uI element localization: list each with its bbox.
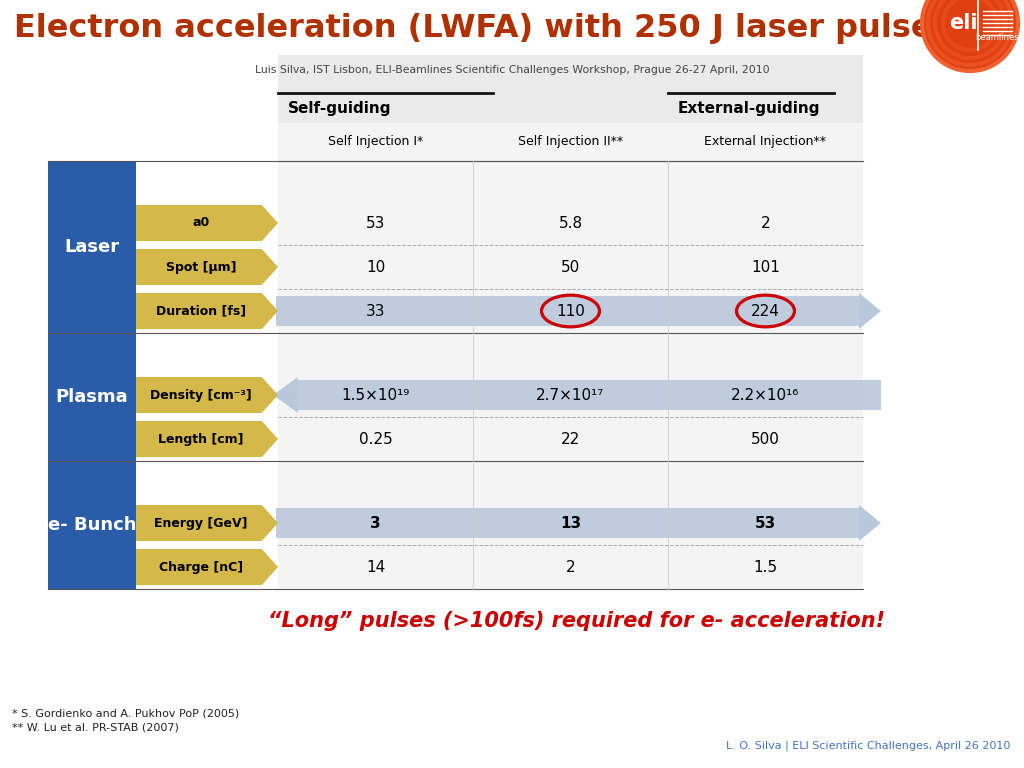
Text: 50: 50 (561, 260, 581, 274)
Text: External-guiding: External-guiding (678, 101, 820, 115)
Polygon shape (136, 293, 278, 329)
Bar (278, 93, 863, 589)
Text: 2.7×10¹⁷: 2.7×10¹⁷ (537, 388, 605, 402)
Text: Energy [GeV]: Energy [GeV] (155, 517, 248, 529)
Text: Density [cm⁻³]: Density [cm⁻³] (151, 389, 252, 402)
Text: 2: 2 (761, 216, 770, 230)
Text: 101: 101 (751, 260, 780, 274)
Text: 0.25: 0.25 (358, 432, 392, 446)
Text: Charge [nC]: Charge [nC] (159, 561, 243, 574)
Text: 14: 14 (366, 560, 385, 574)
Text: 10: 10 (366, 260, 385, 274)
Text: ELI: ELI (342, 190, 858, 486)
Text: Duration [fs]: Duration [fs] (156, 304, 246, 317)
Text: eli: eli (949, 13, 977, 33)
Text: “Long” pulses (>100fs) required for e- acceleration!: “Long” pulses (>100fs) required for e- a… (268, 611, 885, 631)
Text: Self Injection I*: Self Injection I* (328, 135, 423, 148)
Text: Length [cm]: Length [cm] (159, 432, 244, 445)
Text: * S. Gordienko and A. Pukhov PoP (2005): * S. Gordienko and A. Pukhov PoP (2005) (12, 708, 240, 718)
Text: Self-guiding: Self-guiding (288, 101, 391, 115)
Polygon shape (136, 377, 278, 413)
Bar (668, 55, 863, 123)
Text: ** W. Lu et al. PR-STAB (2007): ** W. Lu et al. PR-STAB (2007) (12, 723, 179, 733)
Polygon shape (859, 505, 881, 541)
Polygon shape (136, 505, 278, 541)
Text: External Injection**: External Injection** (705, 135, 826, 148)
Text: Self Injection II**: Self Injection II** (518, 135, 623, 148)
Text: Luis Silva, IST Lisbon, ELI-Beamlines Scientific Challenges Workshop, Prague 26-: Luis Silva, IST Lisbon, ELI-Beamlines Sc… (255, 65, 769, 75)
Text: Electron acceleration (LWFA) with 250 J laser pulses: Electron acceleration (LWFA) with 250 J … (14, 14, 951, 45)
Text: 53: 53 (366, 216, 385, 230)
Text: 2: 2 (565, 560, 575, 574)
Circle shape (922, 0, 1018, 71)
Polygon shape (136, 249, 278, 285)
Text: 5.8: 5.8 (558, 216, 583, 230)
Polygon shape (273, 377, 298, 413)
Text: Laser: Laser (65, 238, 120, 256)
Polygon shape (136, 421, 278, 457)
Text: beamlines: beamlines (975, 32, 1019, 41)
Bar (276, 508, 859, 538)
Bar (48, 161, 136, 333)
Text: 110: 110 (556, 303, 585, 319)
Polygon shape (136, 549, 278, 585)
Text: 224: 224 (751, 303, 780, 319)
Text: Plasma: Plasma (55, 388, 128, 406)
Text: 33: 33 (366, 303, 385, 319)
Bar (0, 0, 1024, 58)
Text: 22: 22 (561, 432, 581, 446)
Polygon shape (859, 293, 881, 329)
Bar (298, 380, 881, 410)
Text: 1.5×10¹⁹: 1.5×10¹⁹ (341, 388, 410, 402)
Text: L. O. Silva | ELI Scientific Challenges, April 26 2010: L. O. Silva | ELI Scientific Challenges,… (726, 741, 1010, 751)
Polygon shape (136, 205, 278, 241)
Bar (278, 55, 668, 123)
Text: 3: 3 (371, 515, 381, 531)
Bar (276, 296, 859, 326)
Text: Spot [μm]: Spot [μm] (166, 260, 237, 273)
Bar (48, 461, 136, 589)
Bar (473, 93, 863, 123)
Text: e- Bunch: e- Bunch (48, 516, 136, 534)
Text: 2.2×10¹⁶: 2.2×10¹⁶ (731, 388, 800, 402)
Text: 53: 53 (755, 515, 776, 531)
Bar (48, 333, 136, 461)
Text: 500: 500 (751, 432, 780, 446)
Text: a0: a0 (193, 217, 210, 230)
Text: 1.5: 1.5 (754, 560, 777, 574)
Text: 13: 13 (560, 515, 581, 531)
